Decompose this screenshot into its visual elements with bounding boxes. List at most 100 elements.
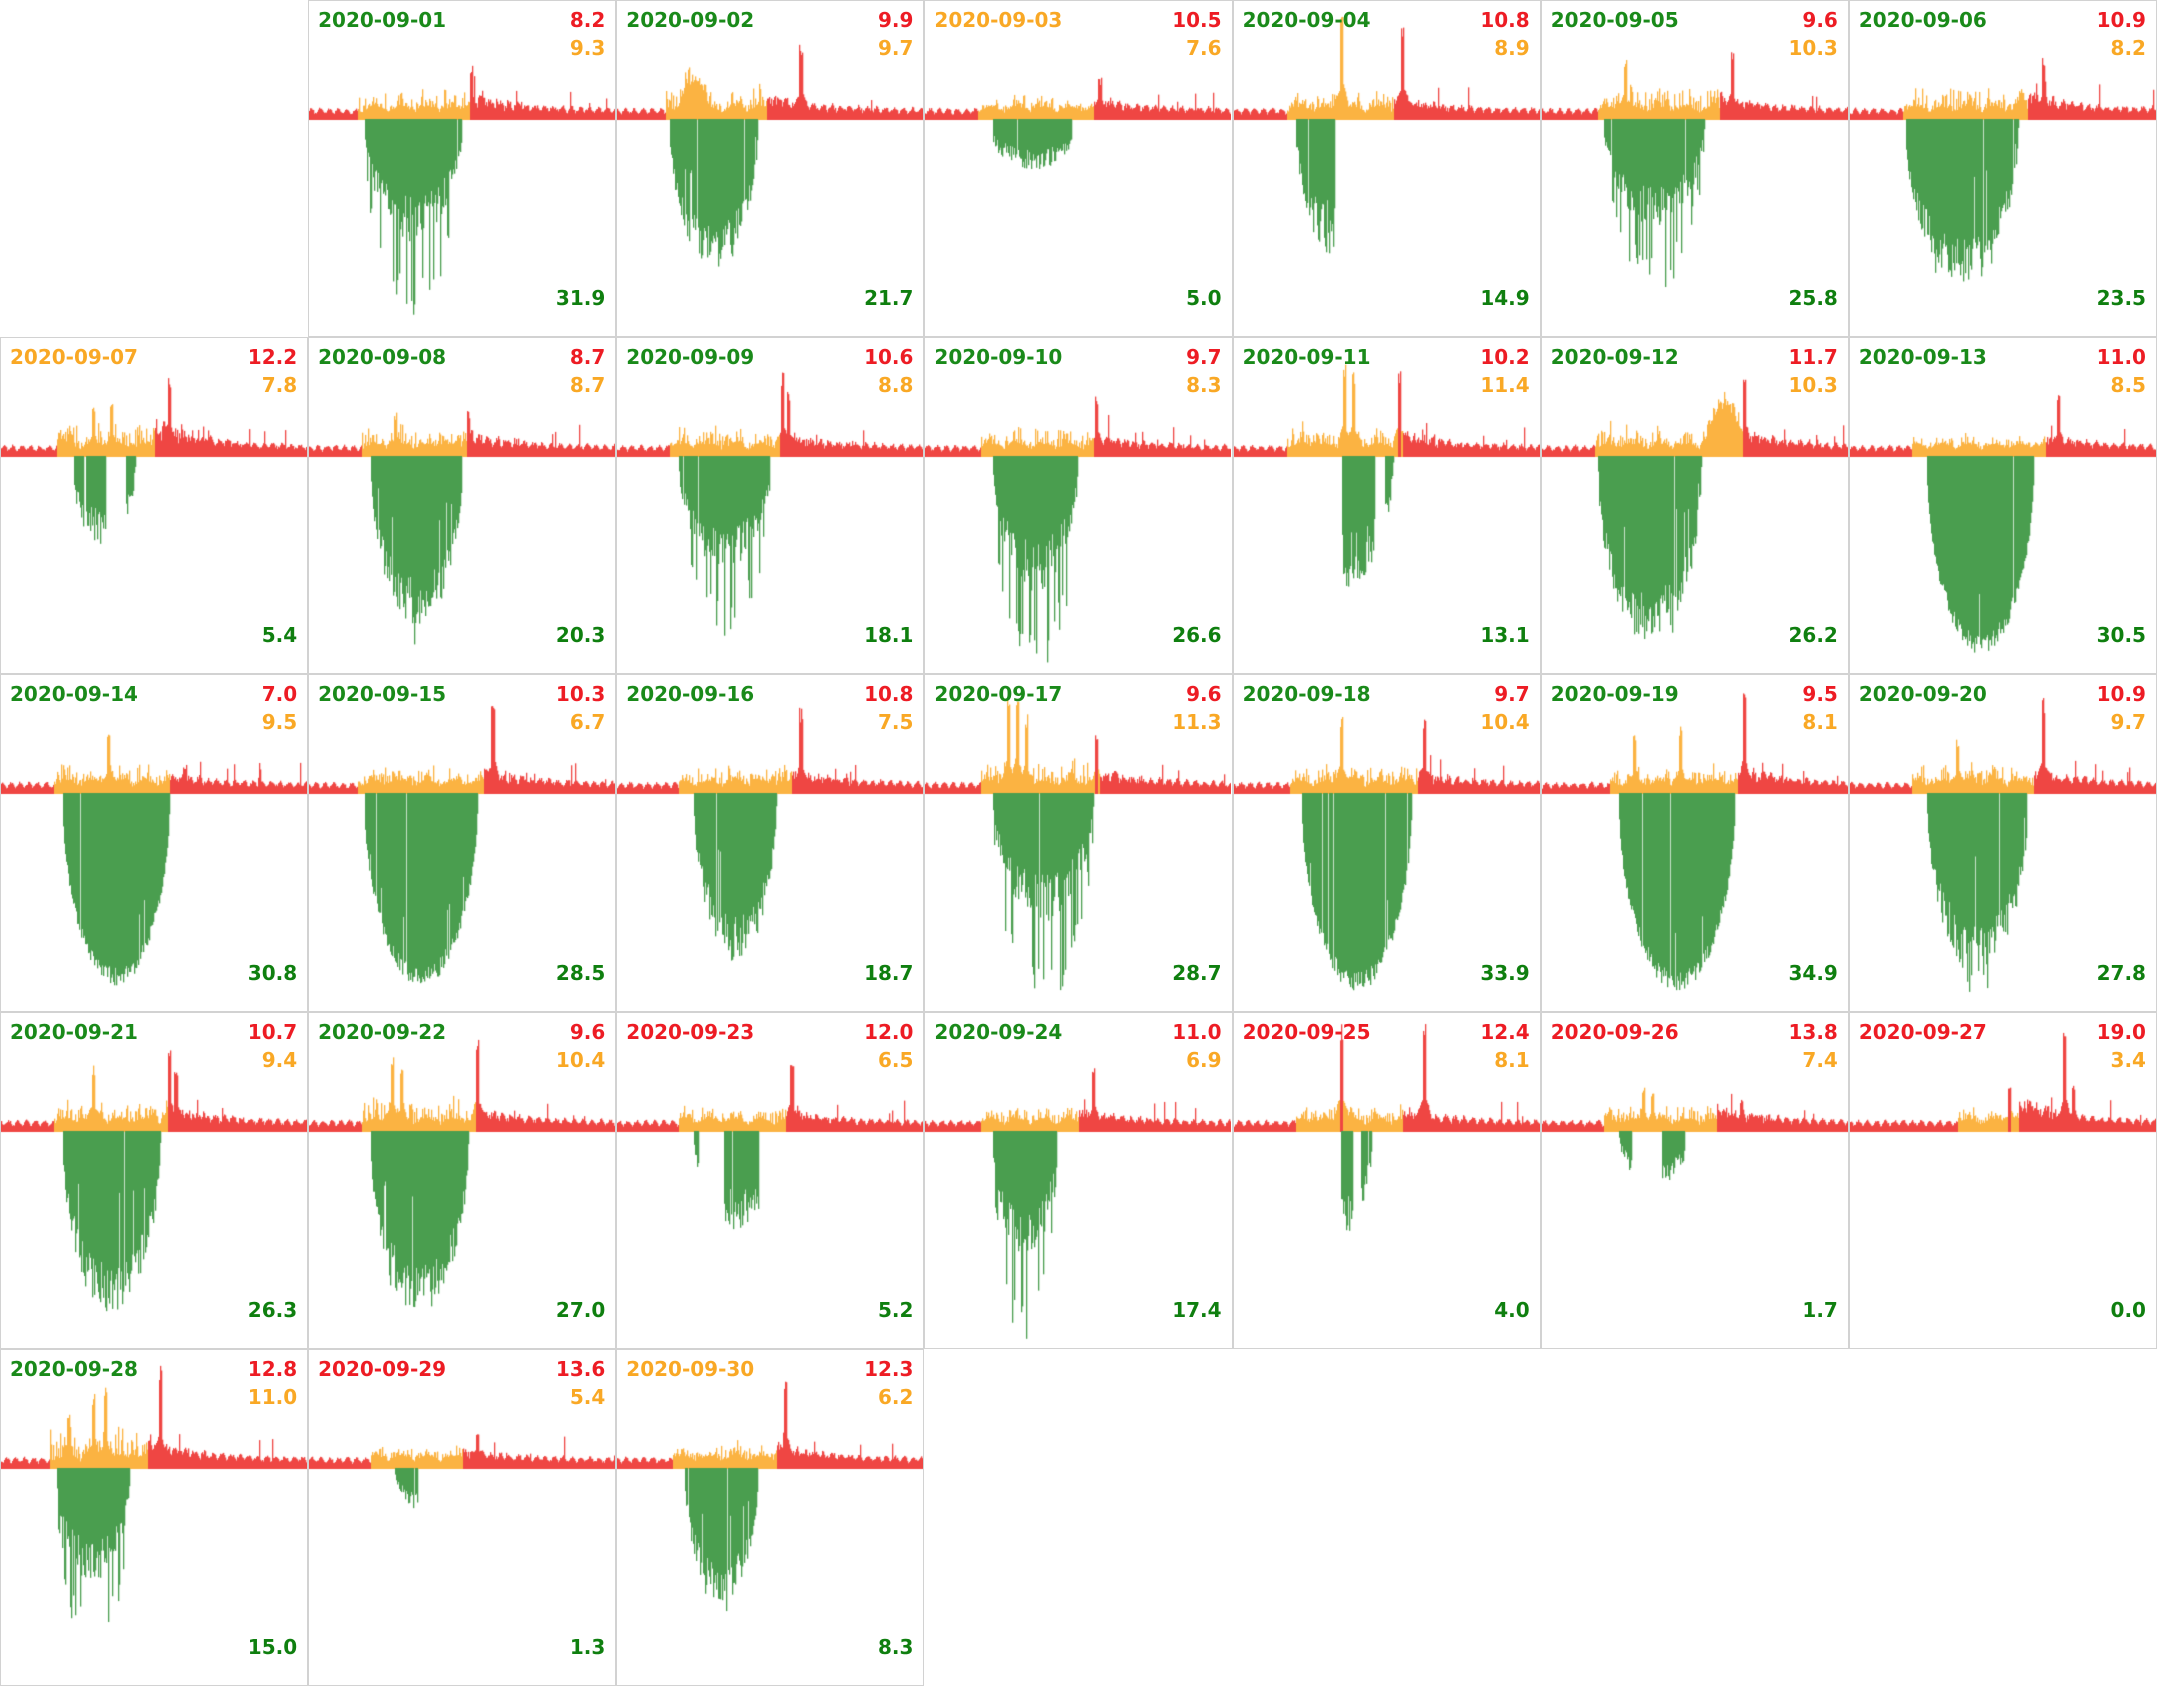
day-top-value-red: 13.8 [1788, 1019, 1838, 1044]
day-bottom-value-green: 27.8 [2096, 960, 2146, 985]
day-top-value-red: 8.2 [569, 8, 606, 32]
day-bottom-value-green: 33.9 [1480, 960, 1530, 985]
day-chart [309, 1, 616, 336]
day-cell: 2020-09-23 12.0 6.5 5.2 [616, 1011, 925, 1349]
day-cell: 2020-09-14 7.0 9.5 30.8 [0, 674, 309, 1012]
day-chart [1233, 1, 1540, 336]
day-bottom-value-green: 17.4 [1172, 1297, 1222, 1322]
day-date-label: 2020-09-03 [934, 8, 1063, 32]
day-chart [309, 338, 616, 674]
day-date-label: 2020-09-12 [1550, 345, 1679, 370]
day-bottom-value-green: 27.0 [555, 1297, 606, 1322]
day-bottom-value-green: 14.9 [1480, 286, 1530, 311]
day-chart [1849, 1, 2156, 336]
day-top-value-orange: 9.7 [2110, 710, 2146, 735]
day-bottom-value-green: 31.9 [555, 286, 606, 311]
day-cell: 2020-09-17 9.6 11.3 28.7 [924, 674, 1233, 1012]
day-date-label: 2020-09-27 [1858, 1019, 1987, 1044]
day-top-value-orange: 9.4 [261, 1047, 298, 1072]
day-cell: 2020-09-04 10.8 8.9 14.9 [1232, 0, 1541, 338]
day-date-label: 2020-09-17 [934, 682, 1063, 707]
day-chart [617, 1349, 924, 1685]
day-date-label: 2020-09-06 [1858, 8, 1987, 32]
day-top-value-red: 9.6 [1186, 682, 1222, 707]
day-top-value-orange: 8.2 [2110, 36, 2146, 60]
day-top-value-red: 12.8 [247, 1356, 298, 1381]
day-chart [1, 675, 307, 1011]
day-top-value-red: 13.6 [555, 1356, 606, 1381]
day-top-value-orange: 11.3 [1172, 710, 1222, 735]
day-top-value-orange: 8.1 [1802, 710, 1838, 735]
day-top-value-red: 12.2 [247, 345, 298, 370]
day-date-label: 2020-09-25 [1242, 1019, 1371, 1044]
day-top-value-orange: 5.4 [569, 1384, 606, 1409]
day-cell: 2020-09-11 10.2 11.4 13.1 [1232, 337, 1541, 675]
day-bottom-value-green: 20.3 [555, 623, 606, 648]
day-date-label: 2020-09-18 [1242, 682, 1371, 707]
day-top-value-orange: 11.4 [1480, 373, 1530, 398]
day-cell: 2020-09-06 10.9 8.2 23.5 [1848, 0, 2157, 338]
day-cell: 2020-09-03 10.5 7.6 5.0 [924, 0, 1233, 338]
day-cell: 2020-09-26 13.8 7.4 1.7 [1540, 1011, 1849, 1349]
day-date-label: 2020-09-01 [318, 8, 447, 32]
day-chart [925, 338, 1232, 674]
day-cell: 2020-09-01 8.2 9.3 31.9 [308, 0, 617, 338]
day-top-value-red: 8.7 [569, 345, 606, 370]
day-top-value-red: 10.9 [2096, 8, 2146, 32]
day-date-label: 2020-09-28 [10, 1356, 138, 1381]
day-bottom-value-green: 25.8 [1788, 286, 1838, 311]
day-top-value-red: 9.6 [569, 1019, 606, 1044]
day-chart [309, 1012, 616, 1348]
day-cell: 2020-09-02 9.9 9.7 21.7 [616, 0, 925, 338]
day-cell: 2020-09-22 9.6 10.4 27.0 [308, 1011, 617, 1349]
day-bottom-value-green: 26.2 [1788, 623, 1838, 648]
day-cell: 2020-09-07 12.2 7.8 5.4 [0, 337, 309, 675]
day-date-label: 2020-09-15 [318, 682, 447, 707]
day-date-label: 2020-09-29 [318, 1356, 447, 1381]
day-date-label: 2020-09-10 [934, 345, 1063, 370]
day-top-value-red: 10.9 [2096, 682, 2146, 707]
day-top-value-orange: 10.4 [555, 1047, 606, 1072]
day-date-label: 2020-09-09 [626, 345, 755, 370]
day-top-value-orange: 3.4 [2110, 1047, 2146, 1072]
day-top-value-orange: 9.5 [261, 710, 298, 735]
day-top-value-orange: 8.3 [1186, 373, 1222, 398]
day-cell: 2020-09-09 10.6 8.8 18.1 [616, 337, 925, 675]
day-date-label: 2020-09-22 [318, 1019, 447, 1044]
day-date-label: 2020-09-02 [626, 8, 755, 32]
day-bottom-value-green: 30.5 [2096, 623, 2146, 648]
day-top-value-orange: 7.5 [877, 710, 914, 735]
day-date-label: 2020-09-16 [626, 682, 755, 707]
day-top-value-red: 10.8 [1480, 8, 1530, 32]
day-cell: 2020-09-21 10.7 9.4 26.3 [0, 1011, 309, 1349]
day-date-label: 2020-09-19 [1550, 682, 1679, 707]
day-bottom-value-green: 34.9 [1788, 960, 1838, 985]
day-chart [1233, 1012, 1540, 1348]
day-cell: 2020-09-27 19.0 3.4 0.0 [1848, 1011, 2157, 1349]
day-bottom-value-green: 8.3 [877, 1635, 914, 1659]
day-bottom-value-green: 26.3 [247, 1297, 298, 1322]
day-bottom-value-green: 28.7 [1172, 960, 1222, 985]
day-top-value-orange: 11.0 [247, 1384, 298, 1409]
day-cell: 2020-09-12 11.7 10.3 26.2 [1540, 337, 1849, 675]
day-bottom-value-green: 5.4 [261, 623, 298, 648]
day-chart [617, 1012, 924, 1348]
day-bottom-value-green: 23.5 [2096, 286, 2146, 311]
day-top-value-red: 11.7 [1788, 345, 1838, 370]
day-top-value-orange: 8.7 [569, 373, 606, 398]
day-top-value-orange: 8.9 [1494, 36, 1530, 60]
day-chart [1541, 1, 1848, 336]
day-date-label: 2020-09-05 [1550, 8, 1679, 32]
day-chart [1, 338, 307, 674]
day-top-value-red: 10.5 [1172, 8, 1222, 32]
day-date-label: 2020-09-04 [1242, 8, 1371, 32]
day-bottom-value-green: 21.7 [864, 286, 914, 311]
day-cell: 2020-09-05 9.6 10.3 25.8 [1540, 0, 1849, 338]
day-top-value-red: 12.3 [864, 1356, 914, 1381]
day-cell: 2020-09-18 9.7 10.4 33.9 [1232, 674, 1541, 1012]
day-top-value-orange: 7.6 [1186, 36, 1222, 60]
day-top-value-red: 7.0 [261, 682, 298, 707]
day-chart [925, 1, 1232, 336]
day-top-value-orange: 10.4 [1480, 710, 1530, 735]
